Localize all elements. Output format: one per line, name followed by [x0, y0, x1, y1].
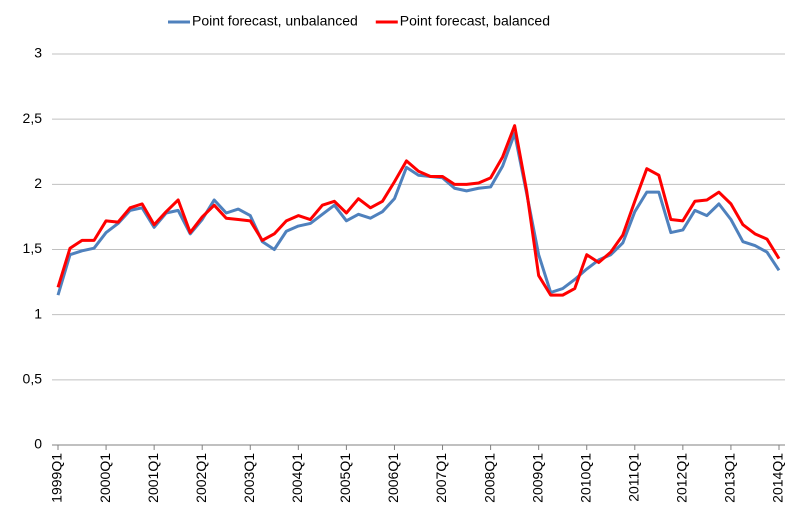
legend-label: Point forecast, unbalanced — [192, 13, 358, 29]
x-tick-label: 2011Q1 — [625, 453, 641, 502]
x-tick-label: 2004Q1 — [289, 453, 305, 503]
x-tick-label: 2000Q1 — [97, 453, 113, 503]
x-tick-label: 2001Q1 — [145, 453, 161, 503]
x-tick-label: 2005Q1 — [337, 453, 353, 503]
x-tick-label: 2009Q1 — [529, 453, 545, 503]
legend-label: Point forecast, balanced — [400, 13, 550, 29]
x-tick-label: 1999Q1 — [49, 453, 65, 503]
x-tick-label: 2007Q1 — [433, 453, 449, 503]
x-tick-label: 2013Q1 — [722, 453, 738, 503]
y-tick-label: 2,5 — [23, 110, 43, 126]
x-tick-label: 2006Q1 — [385, 453, 401, 503]
x-tick-label: 2003Q1 — [241, 453, 257, 503]
y-tick-label: 1,5 — [23, 240, 43, 256]
x-tick-label: 2008Q1 — [481, 453, 497, 503]
x-tick-label: 2014Q1 — [770, 453, 786, 503]
y-tick-label: 1 — [34, 305, 42, 321]
x-tick-label: 2010Q1 — [577, 453, 593, 503]
line-series — [56, 132, 781, 296]
y-tick-label: 0 — [34, 436, 42, 452]
line-series — [56, 124, 781, 297]
x-tick-label: 2012Q1 — [674, 453, 690, 503]
y-tick-label: 3 — [34, 45, 42, 61]
y-tick-label: 0,5 — [23, 371, 43, 387]
x-tick-label: 2002Q1 — [193, 453, 209, 503]
y-tick-label: 2 — [34, 175, 42, 191]
